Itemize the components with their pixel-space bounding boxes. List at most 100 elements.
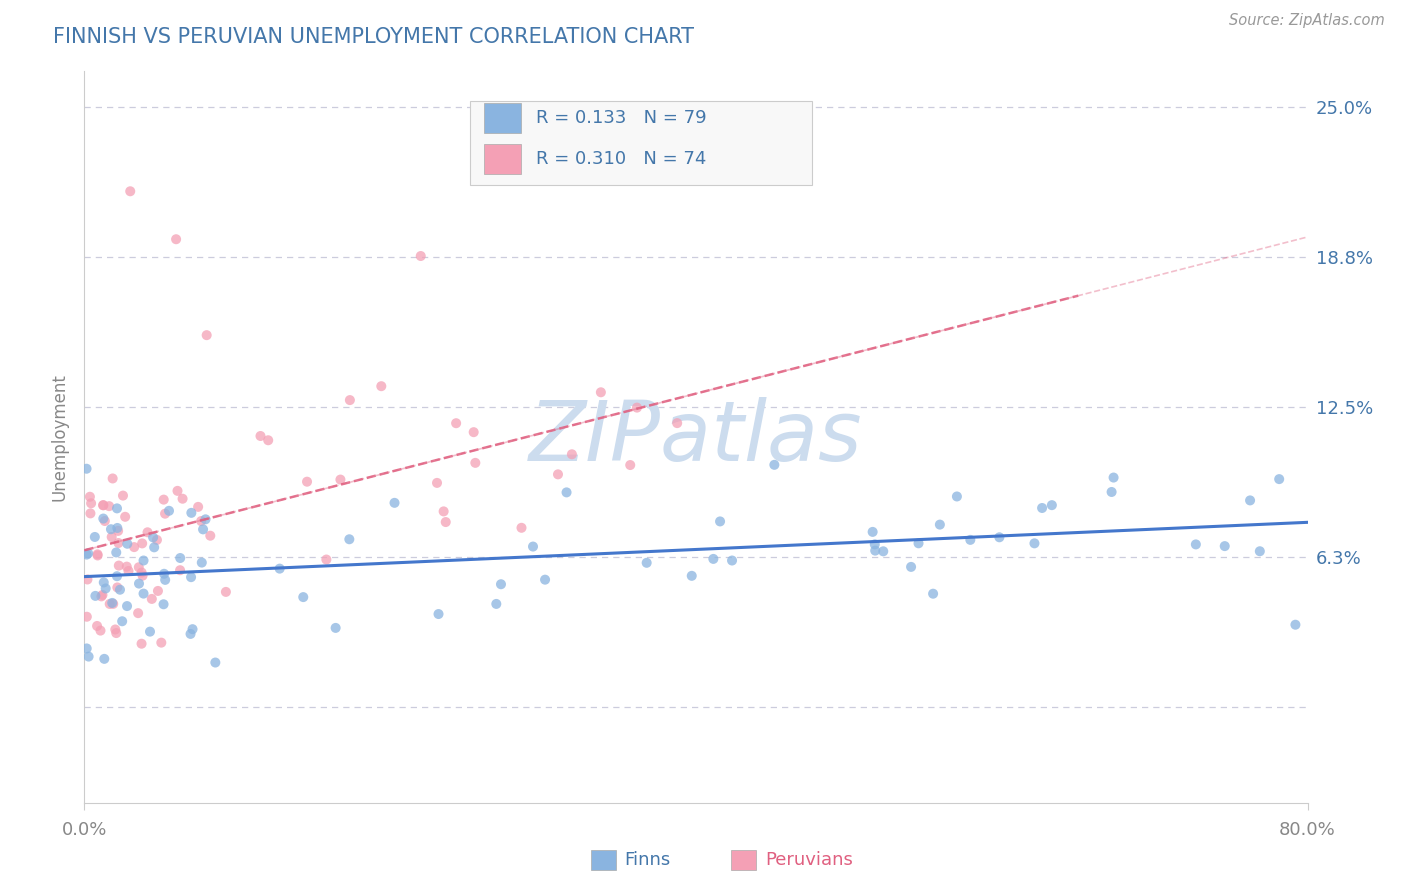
Point — [666, 416, 689, 430]
Point — [946, 490, 969, 504]
Point — [79, 490, 101, 504]
Point — [84, 589, 107, 603]
Point — [988, 530, 1011, 544]
Point — [131, 536, 153, 550]
Point — [152, 492, 174, 507]
Point — [111, 614, 134, 628]
Point — [907, 536, 929, 550]
Point — [105, 581, 128, 595]
Point — [702, 552, 724, 566]
Point — [111, 489, 134, 503]
Point — [146, 533, 169, 547]
Point — [763, 458, 786, 472]
Text: R = 0.310   N = 74: R = 0.310 N = 74 — [536, 150, 706, 168]
Point — [1249, 544, 1271, 558]
Point — [120, 184, 142, 198]
Point — [166, 483, 188, 498]
Point — [83, 530, 105, 544]
Point — [1101, 485, 1123, 500]
Point — [86, 549, 108, 563]
Point — [76, 573, 98, 587]
Point — [153, 507, 176, 521]
Point — [872, 544, 894, 558]
Point — [86, 547, 108, 561]
Point — [153, 566, 176, 581]
Point — [76, 609, 98, 624]
Point — [77, 546, 100, 560]
Point — [169, 563, 191, 577]
Point — [128, 560, 150, 574]
Point — [100, 530, 122, 544]
Point — [142, 530, 165, 544]
Point — [131, 566, 153, 580]
Point — [409, 249, 432, 263]
Point — [77, 649, 100, 664]
Point — [1284, 617, 1306, 632]
Point — [721, 553, 744, 567]
Point — [146, 583, 169, 598]
Point — [187, 500, 209, 514]
Point — [157, 504, 180, 518]
Point — [136, 525, 159, 540]
Point — [94, 514, 117, 528]
Point — [107, 536, 129, 550]
Text: FINNISH VS PERUVIAN UNEMPLOYMENT CORRELATION CHART: FINNISH VS PERUVIAN UNEMPLOYMENT CORRELA… — [53, 27, 695, 46]
Point — [370, 379, 392, 393]
Point — [117, 564, 139, 578]
Point — [79, 507, 101, 521]
Point — [98, 597, 121, 611]
Point — [122, 540, 145, 554]
Point — [169, 551, 191, 566]
Point — [547, 467, 569, 482]
Point — [101, 596, 124, 610]
Point — [295, 475, 318, 489]
Point — [269, 561, 291, 575]
Point — [329, 473, 352, 487]
FancyBboxPatch shape — [484, 103, 522, 133]
Point — [1268, 472, 1291, 486]
Point — [103, 597, 125, 611]
Point — [91, 588, 114, 602]
Point — [105, 501, 128, 516]
Point — [434, 515, 457, 529]
Point — [863, 537, 886, 551]
Point — [510, 521, 533, 535]
Point — [114, 509, 136, 524]
Point — [93, 575, 115, 590]
Point — [1185, 537, 1208, 551]
Point — [922, 587, 945, 601]
Point — [928, 517, 950, 532]
Text: Source: ZipAtlas.com: Source: ZipAtlas.com — [1229, 13, 1385, 29]
Point — [93, 652, 115, 666]
Text: ZIPatlas: ZIPatlas — [529, 397, 863, 477]
Point — [105, 545, 128, 559]
Point — [132, 586, 155, 600]
Point — [115, 559, 138, 574]
Point — [900, 560, 922, 574]
Point — [107, 524, 129, 538]
Point — [86, 619, 108, 633]
Point — [104, 623, 127, 637]
Point — [433, 504, 456, 518]
Point — [139, 624, 162, 639]
Point — [76, 548, 98, 562]
Point — [105, 521, 128, 535]
Point — [98, 499, 121, 513]
Point — [172, 491, 194, 506]
Point — [555, 485, 578, 500]
Point — [709, 515, 731, 529]
Point — [132, 553, 155, 567]
Point — [862, 524, 884, 539]
Point — [108, 558, 131, 573]
Point — [204, 656, 226, 670]
Point — [105, 626, 128, 640]
Point — [426, 475, 449, 490]
Point — [325, 621, 347, 635]
Point — [180, 506, 202, 520]
Point — [181, 622, 204, 636]
FancyBboxPatch shape — [470, 101, 813, 185]
Point — [589, 385, 612, 400]
Text: R = 0.133   N = 79: R = 0.133 N = 79 — [536, 109, 706, 127]
Point — [115, 599, 138, 613]
Point — [444, 416, 467, 430]
